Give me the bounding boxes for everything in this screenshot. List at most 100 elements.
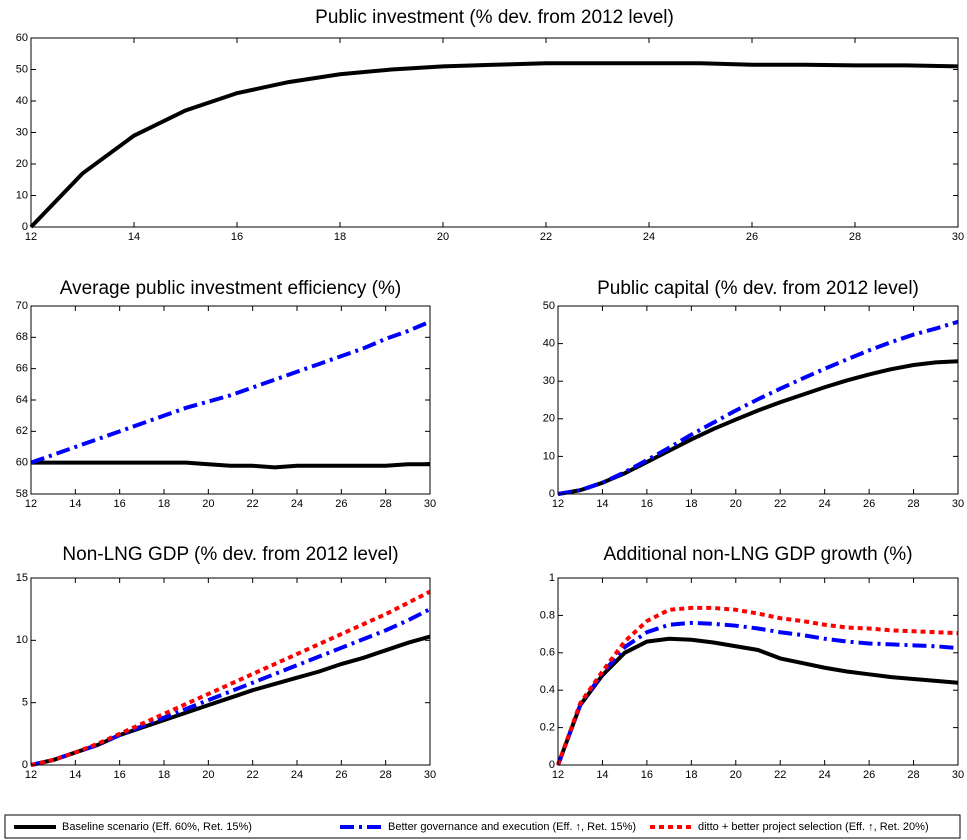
x-tick-label: 18 xyxy=(334,231,346,243)
x-tick-label: 24 xyxy=(819,498,831,510)
x-tick-label: 26 xyxy=(335,769,347,781)
x-tick-label: 18 xyxy=(158,769,170,781)
y-tick-label: 20 xyxy=(543,413,555,425)
x-tick-label: 30 xyxy=(424,498,436,510)
y-tick-label: 58 xyxy=(16,488,28,500)
y-tick-label: 70 xyxy=(16,300,28,312)
y-tick-label: 15 xyxy=(16,572,28,584)
x-tick-label: 30 xyxy=(952,769,964,781)
x-tick-label: 28 xyxy=(907,498,919,510)
series-line xyxy=(556,636,959,766)
y-tick-label: 62 xyxy=(16,425,28,437)
x-tick-label: 14 xyxy=(128,231,140,243)
x-tick-label: 26 xyxy=(335,498,347,510)
x-tick-label: 14 xyxy=(596,769,608,781)
x-tick-label: 24 xyxy=(643,231,655,243)
x-tick-label: 22 xyxy=(247,498,259,510)
x-tick-label: 26 xyxy=(746,231,758,243)
series-line xyxy=(30,607,431,767)
x-tick-label: 22 xyxy=(774,769,786,781)
x-tick-label: 30 xyxy=(952,498,964,510)
y-tick-label: 64 xyxy=(16,394,28,406)
plot-frame xyxy=(30,37,959,228)
series-line xyxy=(30,589,431,767)
x-tick-label: 12 xyxy=(552,498,564,510)
x-tick-label: 16 xyxy=(641,498,653,510)
y-tick-label: 0 xyxy=(549,488,555,500)
x-tick-label: 30 xyxy=(424,769,436,781)
x-tick-label: 24 xyxy=(291,498,303,510)
x-tick-label: 22 xyxy=(247,769,259,781)
x-tick-label: 24 xyxy=(819,769,831,781)
x-tick-label: 24 xyxy=(291,769,303,781)
plot-frame xyxy=(30,305,431,495)
legend-label: Baseline scenario (Eff. 60%, Ret. 15%) xyxy=(62,821,252,833)
x-tick-label: 16 xyxy=(641,769,653,781)
x-tick-label: 14 xyxy=(69,769,81,781)
x-tick-label: 18 xyxy=(158,498,170,510)
series-line xyxy=(556,620,959,766)
x-tick-label: 16 xyxy=(231,231,243,243)
y-tick-label: 1 xyxy=(549,572,555,584)
series-line xyxy=(557,319,959,496)
x-tick-label: 20 xyxy=(202,769,214,781)
x-tick-label: 30 xyxy=(952,231,964,243)
x-tick-label: 22 xyxy=(774,498,786,510)
y-tick-label: 30 xyxy=(16,126,28,138)
y-tick-label: 40 xyxy=(16,95,28,107)
x-tick-label: 28 xyxy=(380,498,392,510)
y-tick-label: 0 xyxy=(549,759,555,771)
series-line xyxy=(29,61,959,229)
x-tick-label: 20 xyxy=(730,769,742,781)
x-tick-label: 26 xyxy=(863,498,875,510)
x-tick-label: 28 xyxy=(907,769,919,781)
x-tick-label: 22 xyxy=(540,231,552,243)
chart-title: Average public investment efficiency (%) xyxy=(60,278,401,299)
plot-frame xyxy=(557,577,959,766)
y-tick-label: 5 xyxy=(22,697,28,709)
y-tick-label: 20 xyxy=(16,158,28,170)
x-tick-label: 12 xyxy=(552,769,564,781)
chart-title: Additional non-LNG GDP growth (%) xyxy=(603,544,912,565)
y-tick-label: 68 xyxy=(16,331,28,343)
x-tick-label: 12 xyxy=(25,498,37,510)
x-tick-label: 14 xyxy=(69,498,81,510)
chart-title: Public investment (% dev. from 2012 leve… xyxy=(315,7,674,28)
y-tick-label: 0.8 xyxy=(540,609,555,621)
y-tick-label: 0 xyxy=(22,221,28,233)
x-tick-label: 18 xyxy=(685,498,697,510)
series-line xyxy=(30,319,431,465)
y-tick-label: 10 xyxy=(543,450,555,462)
x-tick-label: 20 xyxy=(730,498,742,510)
series-line xyxy=(556,605,959,766)
x-tick-label: 12 xyxy=(25,769,37,781)
x-tick-label: 20 xyxy=(202,498,214,510)
series-line xyxy=(31,460,430,470)
x-tick-label: 16 xyxy=(114,498,126,510)
y-tick-label: 40 xyxy=(543,338,555,350)
x-tick-label: 18 xyxy=(685,769,697,781)
x-tick-label: 20 xyxy=(437,231,449,243)
chart-title: Non-LNG GDP (% dev. from 2012 level) xyxy=(62,544,398,565)
plot-frame xyxy=(557,305,959,495)
legend-label: ditto + better project selection (Eff. ↑… xyxy=(698,821,929,833)
chart-title: Public capital (% dev. from 2012 level) xyxy=(597,278,919,299)
y-tick-label: 0 xyxy=(22,759,28,771)
legend-box xyxy=(4,814,961,839)
legend-label: Better governance and execution (Eff. ↑,… xyxy=(388,821,636,833)
x-tick-label: 14 xyxy=(596,498,608,510)
y-tick-label: 66 xyxy=(16,363,28,375)
y-tick-label: 50 xyxy=(16,63,28,75)
y-tick-label: 10 xyxy=(16,634,28,646)
plot-frame xyxy=(30,577,431,766)
y-tick-label: 50 xyxy=(543,300,555,312)
y-tick-label: 30 xyxy=(543,375,555,387)
y-tick-label: 60 xyxy=(16,32,28,44)
series-line xyxy=(30,634,431,767)
y-tick-label: 10 xyxy=(16,189,28,201)
x-tick-label: 12 xyxy=(25,231,37,243)
x-tick-label: 26 xyxy=(863,769,875,781)
x-tick-label: 28 xyxy=(849,231,861,243)
x-tick-label: 28 xyxy=(380,769,392,781)
